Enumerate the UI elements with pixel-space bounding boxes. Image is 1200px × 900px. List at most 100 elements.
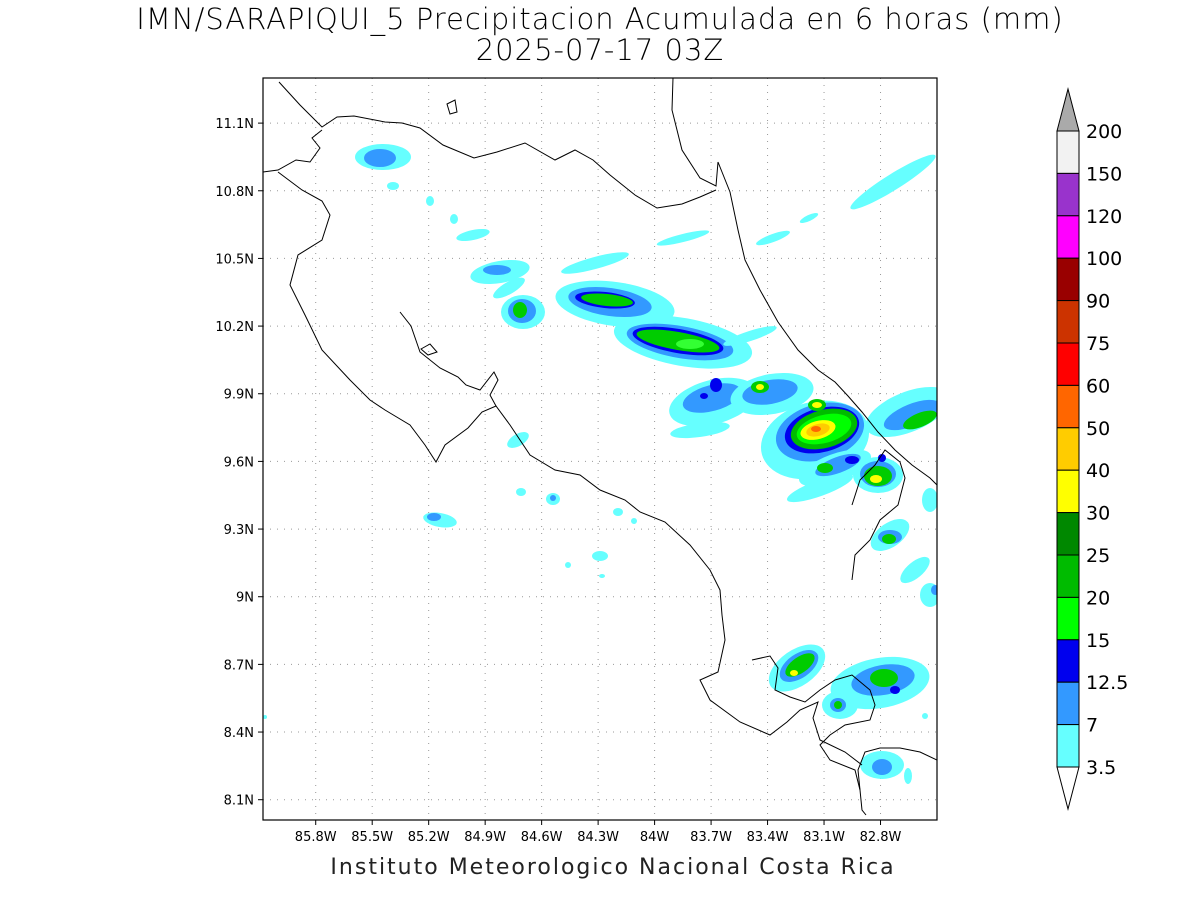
precip-cell — [565, 562, 571, 568]
map-title: IMN/SARAPIQUI_5 Precipitacion Acumulada … — [136, 2, 1064, 36]
precip-cell — [599, 574, 605, 578]
pacific-coast-guanacaste — [263, 129, 323, 173]
lat-tick-label: 9.3N — [224, 523, 254, 538]
colorbar-level-label: 25 — [1086, 545, 1110, 567]
precip-cell — [592, 551, 608, 561]
lat-tick-label: 11.1N — [215, 117, 254, 132]
colorbar-legend: 200 150 120 100 90 75 60 50 40 30 25 20 15 12.5 7 3.5 — [1056, 87, 1128, 811]
lat-tick-label: 10.2N — [215, 320, 254, 335]
precip-cell — [550, 495, 556, 501]
colorbar-level-label: 15 — [1086, 630, 1110, 652]
precip-cell — [507, 432, 529, 448]
panama-border — [851, 449, 906, 581]
lat-tick-label: 8.1N — [224, 794, 254, 809]
coastlines-borders — [263, 78, 937, 816]
lon-tick-label: 84.6W — [521, 830, 563, 845]
colorbar-under-arrow — [1056, 766, 1080, 811]
lon-tick-label: 83.7W — [690, 830, 732, 845]
colorbar-level-label: 50 — [1086, 418, 1110, 440]
precip-cell — [555, 280, 675, 328]
colorbar-swatch — [1056, 724, 1080, 768]
precip-cell — [798, 449, 872, 487]
precip-cell — [470, 259, 530, 299]
colorbar-swatch — [1056, 257, 1080, 302]
precip-streak — [786, 473, 854, 503]
precip-streak — [799, 212, 819, 224]
colorbar-level-label: 60 — [1086, 375, 1110, 397]
colorbar-level-label: 90 — [1086, 291, 1110, 313]
lat-tick-label: 9.9N — [224, 388, 254, 403]
precip-cell — [922, 713, 928, 719]
lon-tick-label: 82.8W — [860, 830, 902, 845]
colorbar-level-label: 75 — [1086, 333, 1110, 355]
colorbar-over-arrow — [1056, 87, 1080, 132]
precip-cell — [822, 691, 858, 719]
precip-cell — [631, 518, 637, 524]
precipitation-field — [263, 144, 937, 784]
precip-streak — [656, 230, 710, 246]
precip-cell — [450, 214, 458, 224]
graticule-grid — [263, 78, 937, 820]
colorbar-swatch — [1056, 342, 1080, 386]
precip-cell — [853, 454, 903, 493]
lat-tick-label: 9N — [236, 591, 254, 606]
precip-cell — [355, 144, 411, 170]
precip-cell — [423, 512, 457, 528]
colorbar-swatch — [1056, 469, 1080, 514]
lon-tick-label: 84.3W — [577, 830, 619, 845]
colorbar-level-label: 120 — [1086, 206, 1122, 228]
precip-cell — [516, 488, 526, 496]
precip-cell — [387, 182, 399, 190]
colorbar-swatch — [1056, 384, 1080, 429]
precip-cell — [865, 386, 937, 438]
lat-tick-label: 10.8N — [215, 185, 254, 200]
lat-tick-label: 9.6N — [224, 455, 254, 470]
lon-tick-label: 85.5W — [351, 830, 393, 845]
colorbar-swatch — [1056, 300, 1080, 344]
colorbar-swatch — [1056, 172, 1080, 217]
precip-cell — [501, 295, 545, 329]
colorbar-level-label: 100 — [1086, 248, 1122, 270]
precip-cell — [730, 372, 814, 416]
footer-credit: Instituto Meteorologico Nacional Costa R… — [330, 855, 896, 880]
colorbar-level-label: 30 — [1086, 503, 1110, 525]
precip-cell — [456, 228, 490, 242]
map-subtitle-datetime: 2025-07-17 03Z — [475, 33, 725, 67]
precip-streak — [850, 154, 936, 210]
chira-island — [420, 343, 438, 356]
lon-tick-label: 84W — [640, 830, 670, 845]
precip-cell — [870, 519, 910, 551]
pacific-coast-nicoya — [277, 171, 863, 766]
precip-cell — [904, 768, 912, 784]
burica-coast — [857, 747, 937, 791]
colorbar-level-label: 200 — [1086, 121, 1122, 143]
longitude-axis: 85.8W 85.5W 85.2W 84.9W 84.6W 84.3W 84W 83.7W 83… — [295, 820, 902, 845]
colorbar-swatch — [1056, 681, 1080, 726]
precip-streak — [922, 488, 937, 512]
nicaragua-border — [278, 81, 717, 209]
colorbar-level-label: 3.5 — [1086, 757, 1116, 779]
colorbar-swatch — [1056, 215, 1080, 259]
precip-streak — [931, 585, 937, 595]
colorbar-swatch — [1056, 639, 1080, 683]
colorbar-swatch — [1056, 554, 1080, 598]
precip-cell — [613, 508, 623, 516]
precip-cell — [669, 377, 757, 427]
precip-streak — [561, 252, 629, 274]
colorbar-swatch — [1056, 596, 1080, 641]
precip-streak — [756, 230, 790, 246]
precip-streak — [723, 326, 777, 346]
colorbar-swatch — [1056, 512, 1080, 556]
colorbar-swatch — [1056, 130, 1080, 174]
colorbar-level-label: 40 — [1086, 460, 1110, 482]
lat-tick-label: 8.4N — [224, 726, 254, 741]
lon-tick-label: 83.4W — [747, 830, 789, 845]
gulf-of-nicoya-coast — [399, 311, 499, 407]
southern-coast-osa — [751, 655, 876, 816]
lat-tick-label: 10.5N — [215, 252, 254, 267]
precip-cell — [263, 715, 267, 719]
precip-cell — [426, 196, 434, 206]
precip-cell — [613, 315, 753, 369]
precip-cell — [872, 759, 892, 775]
